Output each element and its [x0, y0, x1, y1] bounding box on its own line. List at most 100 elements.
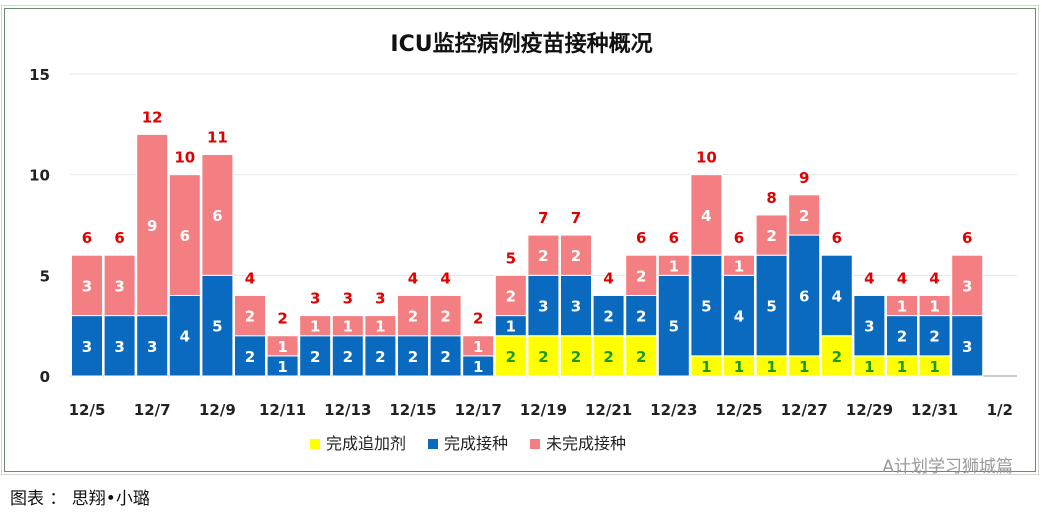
total-label: 10 [696, 149, 717, 167]
segment-label: 2 [440, 348, 450, 366]
bar-segment [918, 294, 951, 317]
segment-label: 2 [408, 308, 418, 326]
total-label: 4 [603, 269, 613, 287]
bar-segment [853, 294, 886, 357]
segment-label: 1 [929, 358, 939, 376]
bar-segment [755, 214, 788, 256]
bar-segment [951, 315, 984, 377]
segment-label: 2 [408, 348, 418, 366]
segment-label: 6 [212, 207, 222, 225]
total-label: 6 [962, 229, 972, 247]
bar-segment [71, 254, 103, 317]
segment-label: 3 [82, 277, 92, 295]
segment-label: 6 [180, 227, 190, 245]
segment-label: 9 [147, 217, 157, 235]
bar-segment [592, 294, 625, 337]
segment-label: 1 [734, 257, 744, 275]
segment-label: 3 [114, 338, 124, 356]
segment-label: 2 [538, 247, 548, 265]
total-label: 7 [538, 209, 548, 227]
segment-label: 4 [734, 308, 744, 326]
bar-segment [592, 335, 625, 377]
segment-label: 2 [506, 287, 516, 305]
segment-label: 1 [473, 358, 483, 376]
total-label: 6 [82, 229, 92, 247]
bar-segment [625, 335, 658, 377]
total-label: 7 [571, 209, 581, 227]
total-label: 3 [310, 290, 320, 308]
segment-label: 2 [603, 308, 613, 326]
bar-segment [266, 335, 299, 357]
legend-swatch [530, 439, 541, 449]
bar-segment [429, 294, 462, 337]
x-tick-label: 12/17 [455, 401, 502, 419]
bar-segment [201, 154, 234, 276]
bar-segment [494, 274, 527, 317]
bar-segment [918, 315, 951, 357]
segment-label: 2 [571, 348, 581, 366]
total-label: 4 [864, 269, 874, 287]
x-tick-label: 12/11 [259, 401, 306, 419]
segment-label: 3 [147, 338, 157, 356]
total-label: 4 [440, 269, 450, 287]
segment-label: 5 [701, 298, 711, 316]
segment-label: 3 [538, 298, 548, 316]
segment-label: 2 [766, 227, 776, 245]
bar-segment [201, 274, 234, 377]
total-label: 10 [174, 149, 195, 167]
segment-label: 1 [506, 318, 516, 336]
y-tick-label: 5 [40, 267, 50, 285]
segment-label: 2 [245, 308, 255, 326]
bar-segment [820, 254, 853, 337]
segment-label: 1 [864, 358, 874, 376]
total-label: 11 [207, 129, 228, 147]
bar-segment [299, 335, 332, 377]
bar-segment [560, 274, 592, 337]
segment-label: 1 [343, 318, 353, 336]
bar-segment [886, 294, 918, 317]
segment-label: 4 [832, 287, 842, 305]
bar-segment [527, 335, 560, 377]
bar-segment [397, 294, 429, 337]
total-label: 2 [277, 310, 287, 328]
x-tick-label: 12/29 [846, 401, 893, 419]
total-label: 3 [343, 290, 353, 308]
segment-label: 2 [897, 328, 907, 346]
y-tick-label: 0 [40, 368, 50, 386]
total-label: 2 [473, 310, 483, 328]
total-label: 6 [636, 229, 646, 247]
bar-segment [527, 234, 560, 276]
total-label: 12 [142, 108, 163, 126]
bar-segment [103, 315, 136, 377]
x-tick-label: 12/15 [389, 401, 436, 419]
segment-label: 2 [310, 348, 320, 366]
segment-label: 1 [897, 358, 907, 376]
segment-label: 2 [636, 348, 646, 366]
total-label: 8 [766, 189, 776, 207]
legend: 完成追加剂 完成接种 未完成接种 [310, 430, 626, 454]
legend-item-booster: 完成追加剂 [310, 430, 406, 454]
bar-segment [527, 274, 560, 337]
segment-label: 6 [799, 287, 809, 305]
bar-segment [168, 174, 201, 296]
bar-segment [234, 294, 266, 337]
bar-segment [397, 335, 429, 377]
segment-label: 3 [864, 318, 874, 336]
segment-label: 5 [212, 318, 222, 336]
bar-segment [690, 254, 723, 357]
bar-segment [429, 335, 462, 377]
total-label: 6 [832, 229, 842, 247]
segment-label: 3 [571, 298, 581, 316]
y-tick-label: 10 [29, 167, 50, 185]
segment-label: 4 [180, 328, 190, 346]
bar-segment [560, 335, 592, 377]
segment-label: 2 [636, 308, 646, 326]
total-label: 4 [245, 269, 255, 287]
bar-segment [755, 254, 788, 357]
bar-segment [625, 294, 658, 337]
bar-segment [560, 234, 592, 276]
total-label: 9 [799, 169, 809, 187]
segment-label: 1 [701, 358, 711, 376]
bar-segment [136, 315, 169, 377]
total-label: 6 [734, 229, 744, 247]
